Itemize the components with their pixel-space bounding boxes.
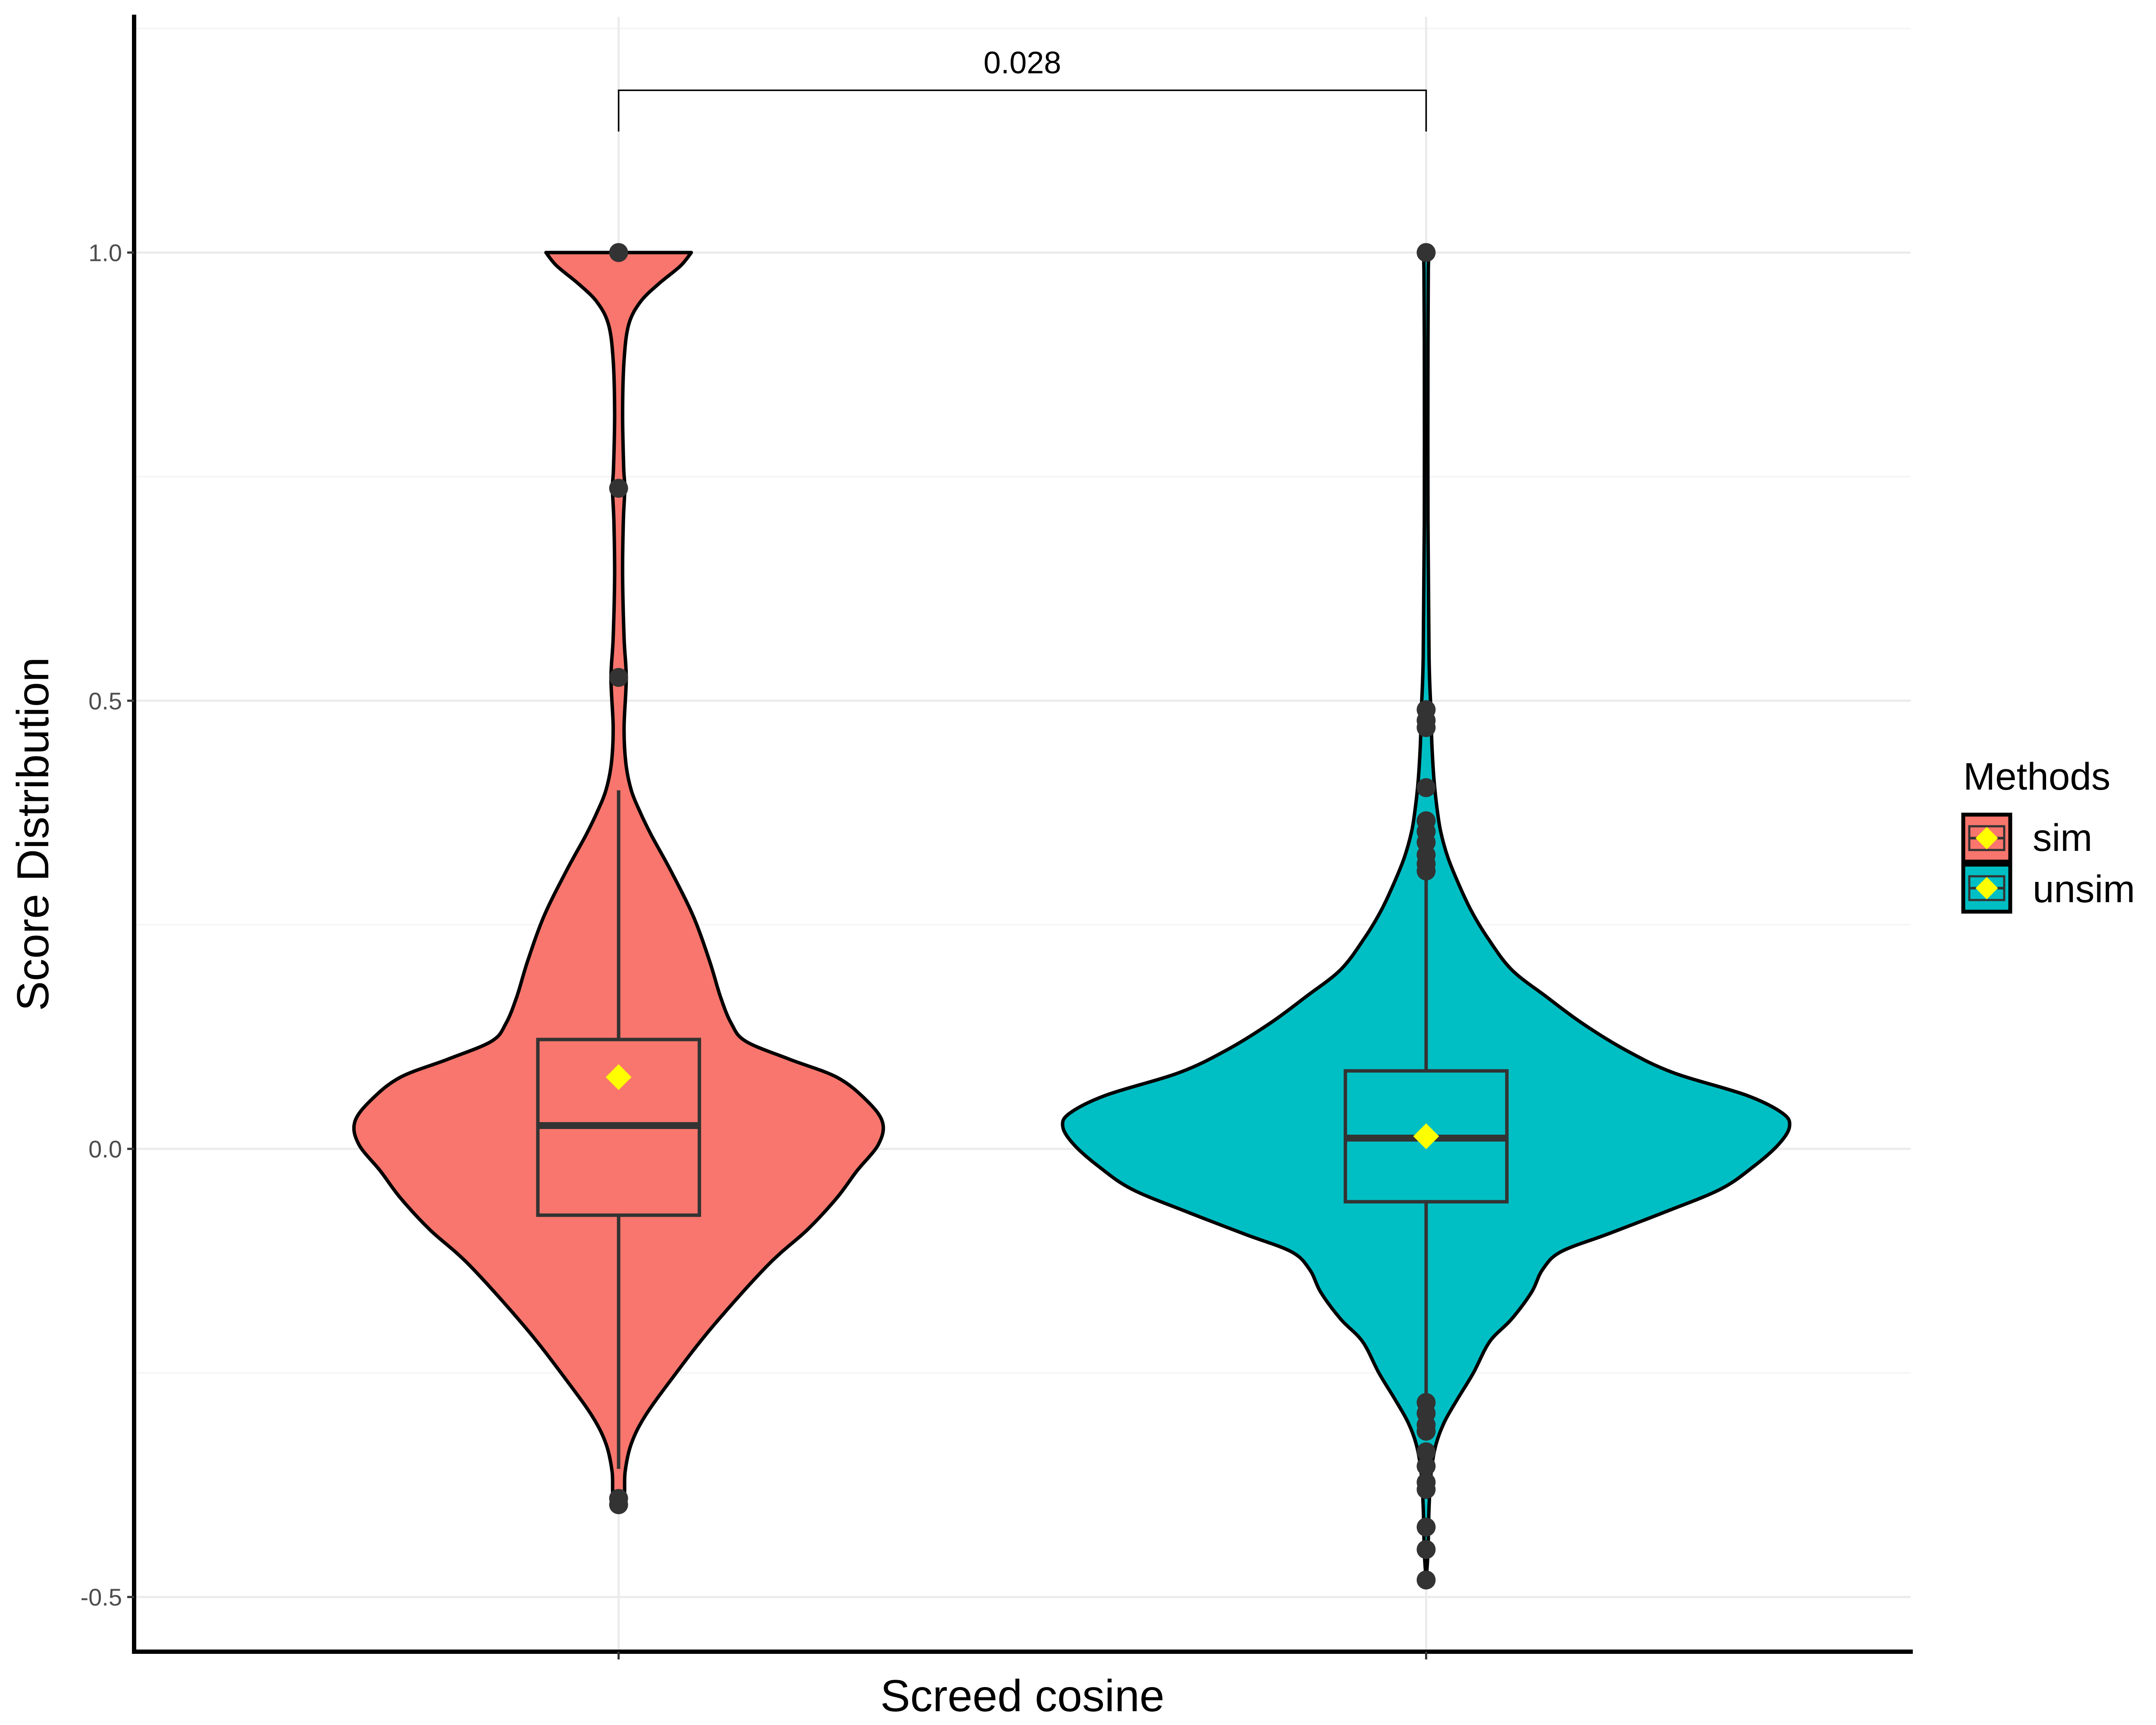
outlier-point: [1416, 778, 1436, 797]
mean-markers: [605, 1064, 1439, 1149]
outlier-point: [1416, 1570, 1436, 1590]
significance-annotation: 0.028: [617, 46, 1427, 132]
x-axis-title: Screed cosine: [880, 1671, 1164, 1721]
outlier-point: [609, 479, 628, 498]
outlier-point: [609, 243, 628, 262]
legend-key-mean-marker: [1975, 877, 1998, 900]
mean-marker-unsim: [1413, 1123, 1439, 1149]
outlier-point: [1416, 1480, 1436, 1499]
y-tick-labels: -0.5 0.0 0.5 1.0: [81, 239, 122, 1611]
y-axis-title: Score Distribution: [8, 657, 58, 1011]
p-value-label: 0.028: [984, 46, 1061, 80]
outlier-points: [609, 243, 1436, 1590]
legend-key-mean-marker: [1975, 827, 1998, 850]
outlier-point: [1416, 1421, 1436, 1441]
legend-title: Methods: [1963, 755, 2110, 798]
outlier-point: [1416, 1456, 1436, 1476]
outlier-point: [1416, 243, 1436, 262]
outlier-point: [1416, 1540, 1436, 1559]
legend-label-unsim: unsim: [2033, 867, 2135, 910]
y-tick-label: 0.0: [88, 1135, 122, 1163]
outlier-point: [1416, 718, 1436, 737]
legend-key-unsim: [1961, 862, 2012, 914]
outlier-point: [1416, 861, 1436, 881]
y-tick-label: -0.5: [81, 1584, 122, 1611]
outlier-point: [1416, 1442, 1436, 1462]
outlier-point: [1416, 1518, 1436, 1537]
significance-bracket: [617, 89, 1427, 132]
mean-marker-sim: [605, 1064, 632, 1090]
outlier-point: [609, 1495, 628, 1515]
y-tick-label: 1.0: [88, 239, 122, 267]
legend-label-sim: sim: [2033, 816, 2092, 859]
legend-key-sim: [1961, 812, 2012, 864]
y-tick-label: 0.5: [88, 687, 122, 715]
legend-keys: [1961, 812, 2012, 914]
axes: [127, 15, 1913, 1659]
outlier-point: [609, 668, 628, 687]
legend: Methods sim unsim: [1961, 755, 2135, 914]
